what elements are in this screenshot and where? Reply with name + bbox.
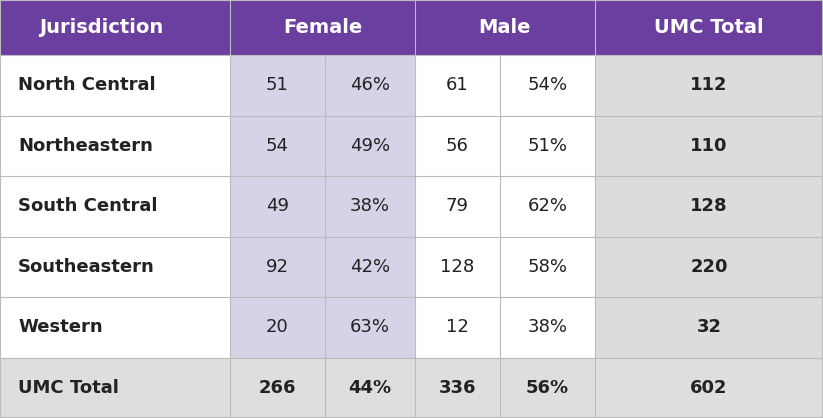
Text: North Central: North Central [18,76,156,94]
Text: 79: 79 [446,197,469,215]
Text: 54: 54 [266,137,289,155]
Text: Jurisdiction: Jurisdiction [39,18,163,37]
Bar [230,176,415,237]
Text: 38%: 38% [528,318,568,336]
Bar [595,297,823,357]
Bar [0,297,230,357]
Text: 112: 112 [690,76,728,94]
Text: 42%: 42% [350,258,390,276]
Text: 44%: 44% [348,379,392,397]
Bar [0,0,823,55]
Text: 54%: 54% [528,76,568,94]
Bar [0,176,230,237]
Text: 110: 110 [690,137,728,155]
Bar [595,176,823,237]
Bar [595,237,823,297]
Text: 12: 12 [446,318,469,336]
Text: 128: 128 [690,197,728,215]
Bar [230,297,415,357]
Bar [230,237,415,297]
Text: 62%: 62% [528,197,568,215]
Text: UMC Total: UMC Total [654,18,764,37]
Text: 49%: 49% [350,137,390,155]
Text: UMC Total: UMC Total [18,379,119,397]
Bar [415,55,595,115]
Bar [595,115,823,176]
Bar [230,115,415,176]
Text: 38%: 38% [350,197,390,215]
Text: 92: 92 [266,258,289,276]
Text: 266: 266 [258,379,296,397]
Text: 56: 56 [446,137,469,155]
Bar [0,55,230,115]
Bar [230,55,415,115]
Text: 63%: 63% [350,318,390,336]
Bar [415,176,595,237]
Text: 20: 20 [266,318,289,336]
Text: 220: 220 [690,258,728,276]
Text: 32: 32 [696,318,722,336]
Bar [415,237,595,297]
Text: Western: Western [18,318,103,336]
Text: Northeastern: Northeastern [18,137,153,155]
Text: 336: 336 [439,379,477,397]
Text: Female: Female [283,18,362,37]
Bar [0,237,230,297]
Text: 56%: 56% [526,379,569,397]
Text: 51%: 51% [528,137,568,155]
Text: 602: 602 [690,379,728,397]
Bar [0,357,823,418]
Text: 49: 49 [266,197,289,215]
Text: 46%: 46% [350,76,390,94]
Text: 58%: 58% [528,258,568,276]
Text: Male: Male [479,18,532,37]
Bar [595,55,823,115]
Bar [415,297,595,357]
Bar [415,115,595,176]
Text: Southeastern: Southeastern [18,258,155,276]
Text: South Central: South Central [18,197,157,215]
Text: 51: 51 [266,76,289,94]
Text: 128: 128 [440,258,475,276]
Bar [0,115,230,176]
Text: 61: 61 [446,76,469,94]
